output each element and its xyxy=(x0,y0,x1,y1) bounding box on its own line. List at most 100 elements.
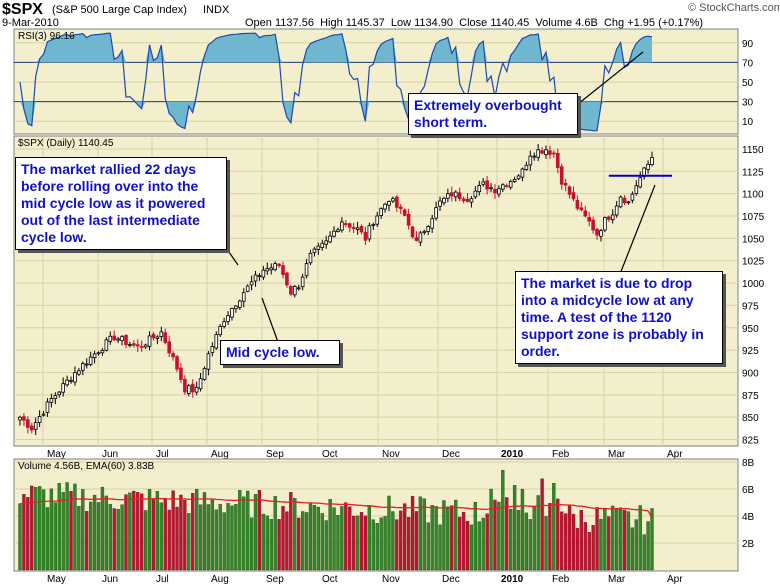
rsi-series xyxy=(19,32,653,132)
volume-bar xyxy=(53,502,57,571)
candle-body xyxy=(402,209,407,216)
candle-body xyxy=(45,401,50,413)
candle-body xyxy=(575,200,580,209)
volume-bar xyxy=(312,505,317,571)
volume-bar xyxy=(567,505,572,571)
price-tick-label: 950 xyxy=(742,324,759,335)
candle-body xyxy=(434,207,438,219)
volume-bar xyxy=(536,495,540,571)
volume-x-label: Jul xyxy=(156,574,169,585)
price-tick-label: 1025 xyxy=(742,257,765,268)
candle-body xyxy=(292,286,297,296)
price-x-label: Aug xyxy=(211,449,229,460)
volume-bar xyxy=(22,494,26,571)
volume-bar xyxy=(289,492,293,571)
candle-body xyxy=(241,292,246,302)
price-tick-label: 1000 xyxy=(742,279,765,290)
candle-body xyxy=(355,227,360,230)
candle-body xyxy=(508,180,513,188)
candle-body xyxy=(367,225,372,240)
candle-body xyxy=(473,190,478,198)
price-candles xyxy=(18,143,672,436)
volume-bar xyxy=(187,513,191,571)
volume-x-label: Feb xyxy=(552,574,570,585)
price-tick-label: 825 xyxy=(742,436,759,447)
candle-body xyxy=(387,201,391,206)
volume-bar xyxy=(249,517,254,571)
volume-bar xyxy=(242,496,246,571)
candle-body xyxy=(210,346,215,354)
volume-tick-label: 6B xyxy=(742,485,755,496)
candle-body xyxy=(300,276,305,288)
volume-bar xyxy=(450,505,454,571)
candle-body xyxy=(277,263,281,266)
date-label: 9-Mar-2010 xyxy=(2,17,59,29)
volume-bar xyxy=(458,516,462,571)
volume-bar xyxy=(140,493,144,571)
volume-bar xyxy=(583,522,587,571)
candle-body xyxy=(485,180,489,190)
volume-x-label: Oct xyxy=(322,574,338,585)
candle-body xyxy=(599,230,603,237)
volume-bar xyxy=(446,506,450,571)
candle-body xyxy=(548,150,552,155)
volume-x-label: Mar xyxy=(608,574,626,585)
candle-body xyxy=(481,181,486,185)
volume-bar xyxy=(112,508,116,571)
price-x-label: Sep xyxy=(266,449,284,460)
candle-body xyxy=(516,175,521,180)
candle-body xyxy=(493,188,497,194)
volume-bar xyxy=(92,494,97,571)
volume-bar xyxy=(363,515,368,571)
volume-bar xyxy=(638,505,642,571)
volume-bar xyxy=(151,499,156,571)
volume-bar xyxy=(61,491,65,571)
candle-body xyxy=(489,187,493,190)
volume-label: Volume xyxy=(535,17,573,29)
volume-tick-label: 4B xyxy=(742,512,755,523)
candle-body xyxy=(49,398,54,403)
candle-body xyxy=(638,177,643,188)
candle-body xyxy=(540,150,544,154)
candle-body xyxy=(406,214,411,226)
candle-body xyxy=(179,367,183,380)
rsi-tick-label: 10 xyxy=(742,117,754,128)
overbought-callout: Extremely overbought short term. xyxy=(408,93,578,135)
volume-bar xyxy=(206,504,211,571)
volume-bar xyxy=(214,509,218,571)
price-tick-label: 875 xyxy=(742,391,759,402)
volume-tick-label: 8B xyxy=(742,458,755,469)
rsi-overbought-fill xyxy=(20,33,652,63)
volume-bar xyxy=(108,504,112,571)
candle-body xyxy=(120,336,124,342)
volume-bar xyxy=(37,486,42,571)
volume-bar xyxy=(622,510,627,571)
candle-body xyxy=(371,224,376,226)
candle-body xyxy=(139,346,144,348)
candle-body xyxy=(544,149,548,155)
rsi-tick-label: 30 xyxy=(742,98,754,109)
volume-bar xyxy=(603,508,607,571)
candle-body xyxy=(308,252,313,264)
volume-bar xyxy=(501,469,505,571)
candle-body xyxy=(26,419,30,428)
candle-body xyxy=(194,386,199,393)
candle-body xyxy=(536,149,540,158)
volume-bar xyxy=(136,492,140,571)
volume-bar xyxy=(297,517,301,571)
volume-bar xyxy=(285,511,289,571)
price-x-label: Apr xyxy=(667,449,683,460)
volume-bar xyxy=(587,532,591,571)
candle-body xyxy=(218,326,222,336)
volume-bar xyxy=(505,497,509,571)
candle-body xyxy=(163,332,168,343)
candle-body xyxy=(579,207,584,211)
candle-body xyxy=(77,370,81,375)
price-x-label: Mar xyxy=(608,449,626,460)
volume-bar xyxy=(399,510,403,571)
volume-bar xyxy=(615,508,619,571)
price-x-label: May xyxy=(47,449,66,460)
volume-bar xyxy=(69,491,73,571)
volume-bar xyxy=(304,512,309,571)
candle-body xyxy=(622,197,627,204)
